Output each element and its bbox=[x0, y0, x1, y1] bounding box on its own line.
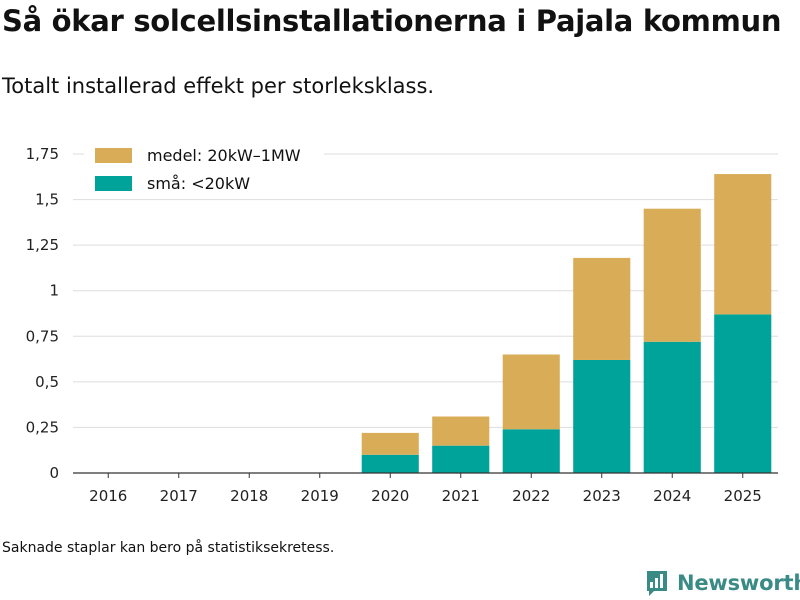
x-tick-label-2024: 2024 bbox=[653, 487, 691, 505]
bar-small-2021[interactable] bbox=[432, 445, 490, 473]
y-tick-label: 1 bbox=[49, 282, 59, 300]
bar-medium-2022[interactable] bbox=[502, 354, 560, 430]
legend-label-small: små: <20kW bbox=[147, 174, 250, 193]
newsworthy-logo-icon bbox=[647, 571, 667, 596]
x-tick-label-2017: 2017 bbox=[160, 487, 198, 505]
bar-small-2022[interactable] bbox=[502, 429, 560, 473]
y-tick-label: 0 bbox=[49, 464, 59, 482]
y-tick-label: 0,75 bbox=[26, 327, 59, 345]
x-tick-label-2019: 2019 bbox=[301, 487, 339, 505]
y-tick-label: 1,25 bbox=[26, 236, 59, 254]
y-tick-label: 1,75 bbox=[26, 145, 59, 163]
chart-title: Så ökar solcellsinstallationerna i Pajal… bbox=[2, 4, 782, 38]
brand-name: Newsworthy bbox=[677, 571, 800, 595]
legend-label-medium: medel: 20kW–1MW bbox=[147, 146, 301, 165]
bar-medium-2025[interactable] bbox=[714, 174, 772, 315]
x-tick-label-2022: 2022 bbox=[512, 487, 550, 505]
bar-small-2020[interactable] bbox=[361, 454, 419, 473]
legend-swatch-medium[interactable] bbox=[95, 148, 132, 163]
chart-subtitle: Totalt installerad effekt per storlekskl… bbox=[2, 74, 435, 98]
bar-chart: 0 0,25 0,5 0,75 1 1,25 1,5 1,75 2016 2017 2018 2019… bbox=[25, 145, 778, 505]
footnote: Saknade staplar kan bero på statistiksek… bbox=[2, 540, 335, 556]
newsworthy-logo[interactable]: Newsworthy bbox=[645, 568, 800, 598]
bar-small-2023[interactable] bbox=[573, 359, 631, 473]
x-tick-label-2020: 2020 bbox=[371, 487, 409, 505]
bar-medium-2024[interactable] bbox=[643, 208, 701, 342]
bar-small-2024[interactable] bbox=[643, 341, 701, 473]
legend-swatch-small[interactable] bbox=[95, 176, 132, 191]
bar-small-2025[interactable] bbox=[714, 314, 772, 473]
y-tick-label: 1,5 bbox=[35, 191, 59, 209]
x-tick-label-2018: 2018 bbox=[230, 487, 268, 505]
x-tick-label-2023: 2023 bbox=[583, 487, 621, 505]
x-tick-label-2025: 2025 bbox=[724, 487, 762, 505]
y-tick-label: 0,25 bbox=[26, 418, 59, 436]
bar-medium-2020[interactable] bbox=[361, 432, 419, 455]
bar-medium-2021[interactable] bbox=[432, 416, 490, 446]
x-tick-label-2021: 2021 bbox=[442, 487, 480, 505]
bar-medium-2023[interactable] bbox=[573, 257, 631, 360]
x-tick-label-2016: 2016 bbox=[89, 487, 127, 505]
y-tick-label: 0,5 bbox=[35, 373, 59, 391]
